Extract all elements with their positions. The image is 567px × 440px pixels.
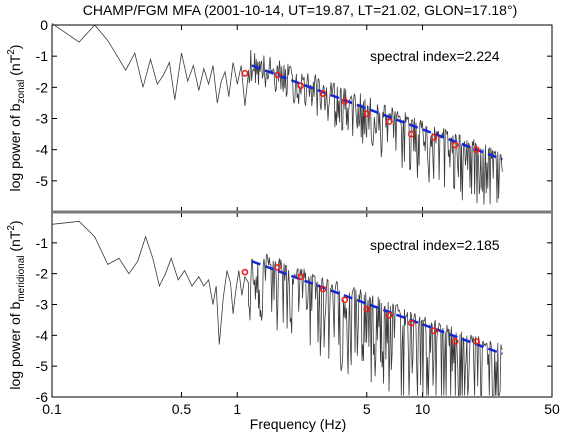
bottom-y-tick-label: -2 bbox=[36, 266, 49, 282]
bottom-annotation: spectral index=2.185 bbox=[370, 237, 500, 253]
bottom-spectrum-line bbox=[51, 220, 503, 396]
top-annotation: spectral index=2.224 bbox=[370, 48, 500, 64]
bottom-ylabel-prefix: log power of b bbox=[7, 301, 23, 389]
x-tick-label: 0.5 bbox=[172, 401, 192, 417]
top-ylabel-prefix: log power of b bbox=[7, 103, 23, 191]
top-y-tick-label: -1 bbox=[36, 48, 49, 64]
top-ylabel-subscript: zonal bbox=[16, 80, 27, 104]
bottom-ylabel-unit-close: ) bbox=[7, 220, 23, 225]
top-ylabel-unit-close: ) bbox=[7, 45, 23, 50]
bottom-y-tick-label: -5 bbox=[36, 358, 49, 374]
bottom-binned-point bbox=[241, 268, 249, 276]
bottom-binned-point bbox=[319, 285, 327, 293]
bottom-ylabel-unit-sup: 2 bbox=[6, 225, 17, 231]
bottom-binned-point bbox=[385, 311, 393, 319]
x-axis-label: Frequency (Hz) bbox=[250, 416, 346, 432]
bottom-binned-point bbox=[297, 273, 305, 281]
x-tick-label: 1 bbox=[233, 401, 241, 417]
panel-zonal: 0 -1 -2 -3 -4 -5 spectral index=2.224 log pow… bbox=[6, 17, 553, 213]
top-y-tick-label: -3 bbox=[36, 111, 49, 127]
x-tick-label: 10 bbox=[415, 401, 431, 417]
figure-title: CHAMP/FGM MFA (2001-10-14, UT=19.87, LT=… bbox=[83, 2, 517, 18]
top-ylabel: log power of bzonal (nT2) bbox=[6, 45, 27, 192]
top-binned-point bbox=[241, 69, 249, 77]
top-ylabel-unit-sup: 2 bbox=[6, 49, 17, 55]
x-tick-label: 50 bbox=[544, 401, 560, 417]
bottom-binned-point bbox=[274, 264, 281, 271]
bottom-binned-point bbox=[407, 319, 415, 327]
bottom-fit-line bbox=[251, 260, 503, 356]
bottom-y-tick-label: -6 bbox=[36, 389, 49, 405]
top-binned-point bbox=[341, 97, 349, 105]
top-binned-point bbox=[363, 110, 371, 118]
bottom-ylabel-unit: (nT bbox=[7, 230, 23, 251]
top-binned-point bbox=[472, 146, 480, 154]
x-tick-labels: 0.1 0.5 1 5 10 50 bbox=[42, 401, 560, 417]
bottom-y-tick-label: -4 bbox=[36, 327, 49, 343]
bottom-binned-point bbox=[451, 338, 459, 345]
top-binned-point bbox=[430, 133, 438, 141]
top-binned-point bbox=[274, 71, 281, 79]
top-y-tick-label: -4 bbox=[36, 142, 49, 158]
top-binned-point bbox=[451, 141, 459, 149]
bottom-binned-point bbox=[472, 338, 480, 345]
top-binned-point bbox=[319, 90, 327, 97]
bottom-ylabel-subscript: meridional bbox=[16, 256, 27, 302]
top-fit-line bbox=[251, 64, 503, 161]
x-tick-label: 5 bbox=[363, 401, 371, 417]
bottom-binned-point bbox=[363, 305, 371, 313]
top-y-tick-label: -2 bbox=[36, 79, 49, 95]
top-binned-point bbox=[297, 82, 305, 90]
bottom-ylabel: log power of bmeridional (nT2) bbox=[6, 220, 27, 389]
panel-meridional: -1 -2 -3 -4 -5 -6 spectral index=2.185 log po… bbox=[6, 211, 553, 405]
top-plot-area: 0 -1 -2 -3 -4 -5 bbox=[36, 17, 553, 213]
top-ylabel-unit: (nT bbox=[7, 54, 23, 75]
bottom-binned-point bbox=[341, 296, 349, 304]
bottom-y-tick-label: -1 bbox=[36, 235, 49, 251]
x-tick-label: 0.1 bbox=[42, 401, 62, 417]
bottom-y-tick-label: -3 bbox=[36, 297, 49, 313]
bottom-binned-point bbox=[430, 327, 438, 335]
top-binned-point bbox=[385, 118, 393, 126]
top-binned-point bbox=[407, 130, 415, 138]
top-y-tick-label: 0 bbox=[40, 17, 48, 33]
top-y-tick-label: -5 bbox=[36, 173, 49, 189]
